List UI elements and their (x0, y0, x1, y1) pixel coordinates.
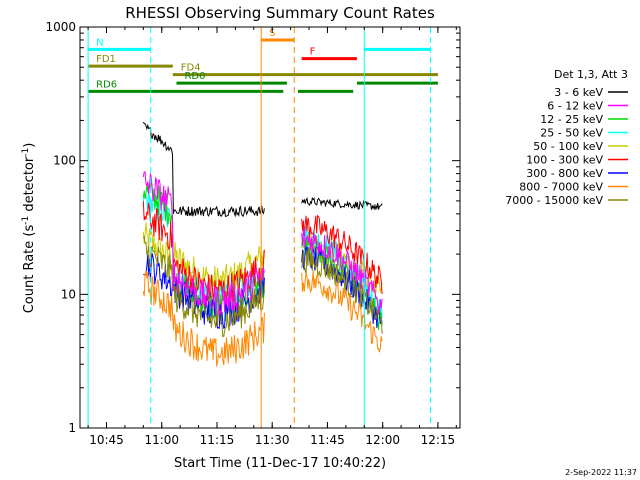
series-trace (142, 270, 383, 367)
y-axis-label-sup2: -1 (21, 148, 31, 157)
chart-title: RHESSI Observing Summary Count Rates (125, 4, 435, 22)
status-segment-label: RD6 (96, 79, 117, 90)
status-segment-label: S (269, 28, 275, 39)
legend-label: 100 - 300 keV (526, 154, 603, 167)
x-tick-label: 12:15 (421, 433, 456, 447)
legend-label: 3 - 6 keV (554, 86, 603, 99)
data-traces (142, 121, 383, 367)
legend-label: 800 - 7000 keV (519, 181, 603, 194)
y-axis-label-mid: detector (22, 156, 37, 216)
x-tick-label: 10:45 (89, 433, 124, 447)
render-timestamp: 2-Sep-2022 11:37 (565, 468, 637, 477)
status-segment-label: N (96, 37, 103, 48)
legend-label: 300 - 800 keV (526, 167, 603, 180)
status-segment-label: F (310, 47, 316, 58)
y-axis-label-end: ) (22, 143, 37, 148)
plot-frame (79, 26, 461, 429)
x-tick-label: 11:00 (144, 433, 179, 447)
legend-label: 50 - 100 keV (533, 140, 603, 153)
series-trace (142, 171, 383, 316)
x-tick-label: 11:45 (310, 433, 345, 447)
status-segment-label: FD4 (181, 63, 201, 74)
legend-label: 6 - 12 keV (547, 100, 603, 113)
x-tick-label: 11:15 (200, 433, 235, 447)
y-axis-label-main: Count Rate (s (22, 225, 37, 314)
x-tick-label: 12:00 (365, 433, 400, 447)
status-segment-label: RD0 (184, 71, 205, 82)
y-axis-ticks: 1 10 100 1000 (45, 20, 460, 435)
y-tick-label: 1000 (45, 20, 76, 34)
y-axis-label: Count Rate (s-1 detector-1) (21, 143, 37, 314)
event-markers (87, 27, 432, 428)
legend-label: 7000 - 15000 keV (505, 194, 603, 207)
x-tick-label: 11:30 (255, 433, 290, 447)
y-tick-label: 10 (61, 287, 76, 301)
y-axis-label-sup1: -1 (21, 216, 31, 225)
series-trace (142, 121, 383, 218)
x-axis-ticks: 10:45 11:00 11:15 11:30 11:45 12:00 12:15 (87, 27, 457, 447)
x-axis-label: Start Time (11-Dec-17 10:40:22) (174, 456, 386, 471)
legend-label: 25 - 50 keV (540, 127, 603, 140)
status-segment-label: FD1 (96, 54, 116, 65)
y-tick-label: 100 (53, 154, 76, 168)
legend-title: Det 1,3, Att 3 (554, 68, 628, 81)
y-tick-label: 1 (68, 421, 76, 435)
legend-label: 12 - 25 keV (540, 113, 603, 126)
